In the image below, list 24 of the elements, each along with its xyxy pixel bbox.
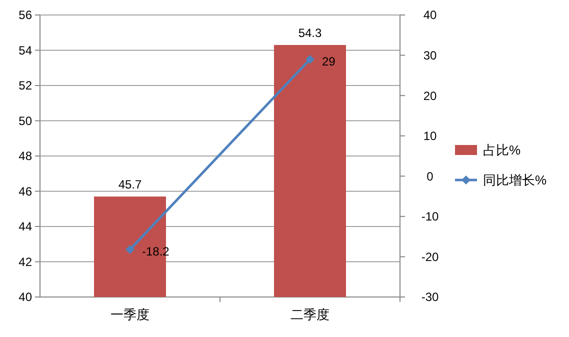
legend-label: 占比%: [483, 142, 521, 158]
y-tick-label: 42: [18, 254, 32, 269]
x-tick-label: 一季度: [110, 307, 150, 322]
data-label: 45.7: [118, 178, 142, 192]
y2-tick-label: -30: [421, 290, 439, 304]
y2-tick-label: 20: [423, 88, 437, 103]
y2-tick-label: -20: [421, 250, 439, 264]
y2-tick-label: 0: [426, 169, 434, 184]
legend-label: 同比增长%: [483, 172, 547, 188]
y-tick-label: 54: [18, 43, 32, 58]
y-tick-label: 56: [18, 8, 32, 22]
x-tick-label: 二季度: [290, 307, 330, 322]
y-tick-label: 44: [18, 220, 32, 234]
y2-tick-label: 30: [423, 48, 437, 62]
data-label: 29: [322, 54, 336, 68]
y-tick-label: 52: [18, 78, 32, 93]
y2-tick-label: 10: [423, 129, 437, 144]
y-tick-label: 50: [18, 114, 32, 128]
y-tick-label: 46: [18, 184, 32, 198]
y-tick-label: 40: [18, 290, 32, 304]
data-label: 54.3: [298, 26, 322, 40]
y-tick-label: 48: [18, 149, 32, 164]
y2-tick-label: -10: [421, 210, 439, 224]
y2-tick-label: 40: [423, 8, 437, 22]
